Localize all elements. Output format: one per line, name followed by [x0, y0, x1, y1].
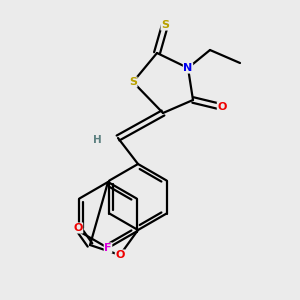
- Text: F: F: [104, 243, 112, 253]
- Text: N: N: [183, 63, 193, 73]
- Text: O: O: [217, 102, 227, 112]
- Text: H: H: [93, 135, 101, 145]
- Text: O: O: [115, 250, 125, 260]
- Text: S: S: [161, 20, 169, 30]
- Text: O: O: [73, 223, 83, 233]
- Text: S: S: [129, 77, 137, 87]
